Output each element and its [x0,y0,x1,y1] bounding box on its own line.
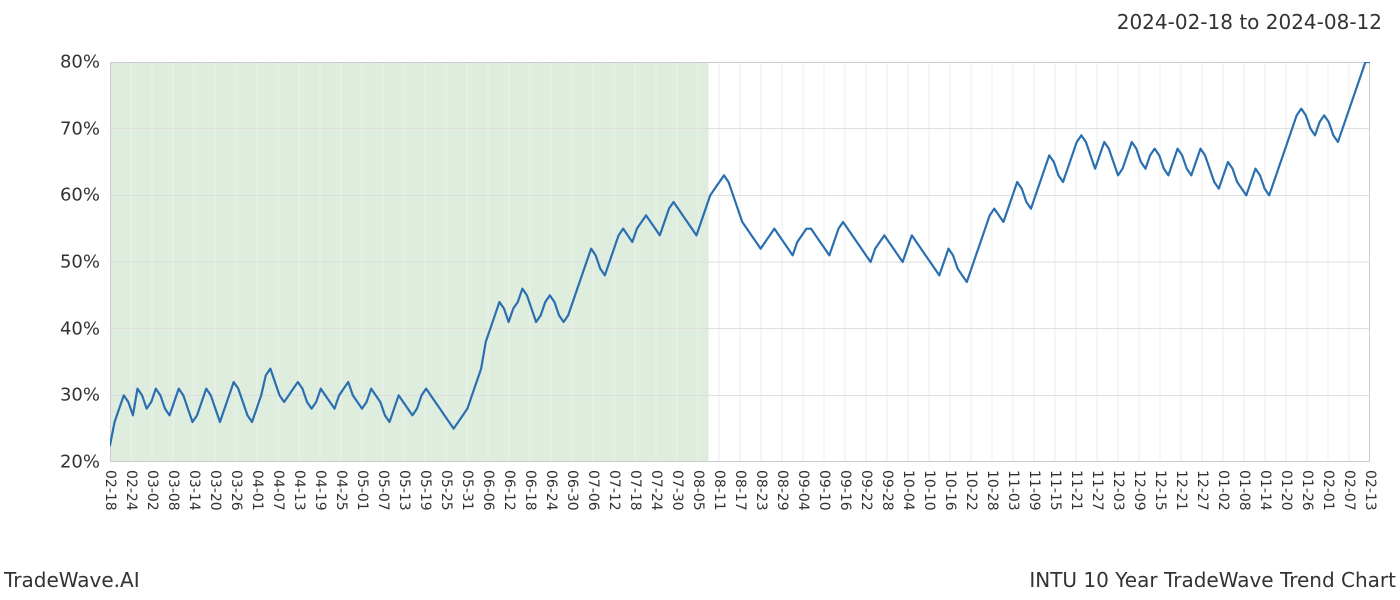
x-tick-label: 03-20 [207,470,223,511]
x-tick-label: 07-18 [627,470,643,511]
x-tick-label: 02-13 [1362,470,1378,511]
x-tick-label: 01-14 [1257,470,1273,511]
x-tick-label: 05-07 [375,470,391,511]
x-tick-label: 12-09 [1131,470,1147,511]
x-tick-label: 03-02 [144,470,160,511]
x-tick-label: 10-16 [942,470,958,511]
x-tick-label: 08-05 [690,470,706,511]
footer-title: INTU 10 Year TradeWave Trend Chart [1029,568,1396,592]
y-tick-label: 50% [55,252,100,273]
x-tick-label: 05-19 [417,470,433,511]
x-tick-label: 04-13 [291,470,307,511]
x-tick-label: 10-28 [984,470,1000,511]
footer-brand: TradeWave.AI [4,568,140,592]
x-tick-label: 11-15 [1047,470,1063,511]
chart-container: { "header": { "date_range": "2024-02-18 … [0,0,1400,600]
y-tick-label: 80% [55,52,100,73]
x-tick-label: 10-04 [900,470,916,511]
x-tick-label: 10-22 [963,470,979,511]
x-tick-label: 09-22 [858,470,874,511]
x-tick-label: 08-11 [711,470,727,511]
x-tick-label: 12-15 [1152,470,1168,511]
x-tick-label: 08-23 [753,470,769,511]
y-tick-label: 70% [55,118,100,139]
x-tick-label: 05-31 [459,470,475,511]
x-tick-label: 02-07 [1341,470,1357,511]
x-tick-label: 06-30 [564,470,580,511]
x-tick-label: 09-04 [795,470,811,511]
x-tick-label: 05-01 [354,470,370,511]
x-tick-label: 12-21 [1173,470,1189,511]
x-tick-label: 09-10 [816,470,832,511]
x-tick-label: 07-06 [585,470,601,511]
x-tick-label: 02-24 [123,470,139,511]
x-tick-label: 04-07 [270,470,286,511]
x-tick-label: 04-25 [333,470,349,511]
x-tick-label: 09-28 [879,470,895,511]
x-tick-label: 06-24 [543,470,559,511]
x-tick-label: 03-14 [186,470,202,511]
x-tick-label: 07-24 [648,470,664,511]
chart-svg [110,62,1370,462]
x-tick-label: 03-08 [165,470,181,511]
x-tick-label: 01-02 [1215,470,1231,511]
x-tick-label: 10-10 [921,470,937,511]
x-tick-label: 03-26 [228,470,244,511]
x-tick-label: 07-12 [606,470,622,511]
x-tick-label: 02-18 [102,470,118,511]
y-tick-label: 40% [55,318,100,339]
x-tick-label: 12-03 [1110,470,1126,511]
x-tick-label: 08-29 [774,470,790,511]
x-tick-label: 07-30 [669,470,685,511]
x-tick-label: 06-12 [501,470,517,511]
x-tick-label: 11-27 [1089,470,1105,511]
y-tick-label: 30% [55,385,100,406]
chart-plot-area [110,62,1370,462]
y-tick-label: 60% [55,185,100,206]
x-tick-label: 11-21 [1068,470,1084,511]
x-tick-label: 12-27 [1194,470,1210,511]
x-tick-label: 11-09 [1026,470,1042,511]
x-tick-label: 01-08 [1236,470,1252,511]
x-tick-label: 09-16 [837,470,853,511]
x-tick-label: 02-01 [1320,470,1336,511]
x-tick-label: 06-06 [480,470,496,511]
x-tick-label: 01-26 [1299,470,1315,511]
x-tick-label: 11-03 [1005,470,1021,511]
x-tick-label: 05-13 [396,470,412,511]
y-tick-label: 20% [55,452,100,473]
x-tick-label: 01-20 [1278,470,1294,511]
x-tick-label: 06-18 [522,470,538,511]
x-tick-label: 04-01 [249,470,265,511]
x-tick-label: 08-17 [732,470,748,511]
date-range: 2024-02-18 to 2024-08-12 [1117,10,1382,34]
x-tick-label: 04-19 [312,470,328,511]
x-tick-label: 05-25 [438,470,454,511]
